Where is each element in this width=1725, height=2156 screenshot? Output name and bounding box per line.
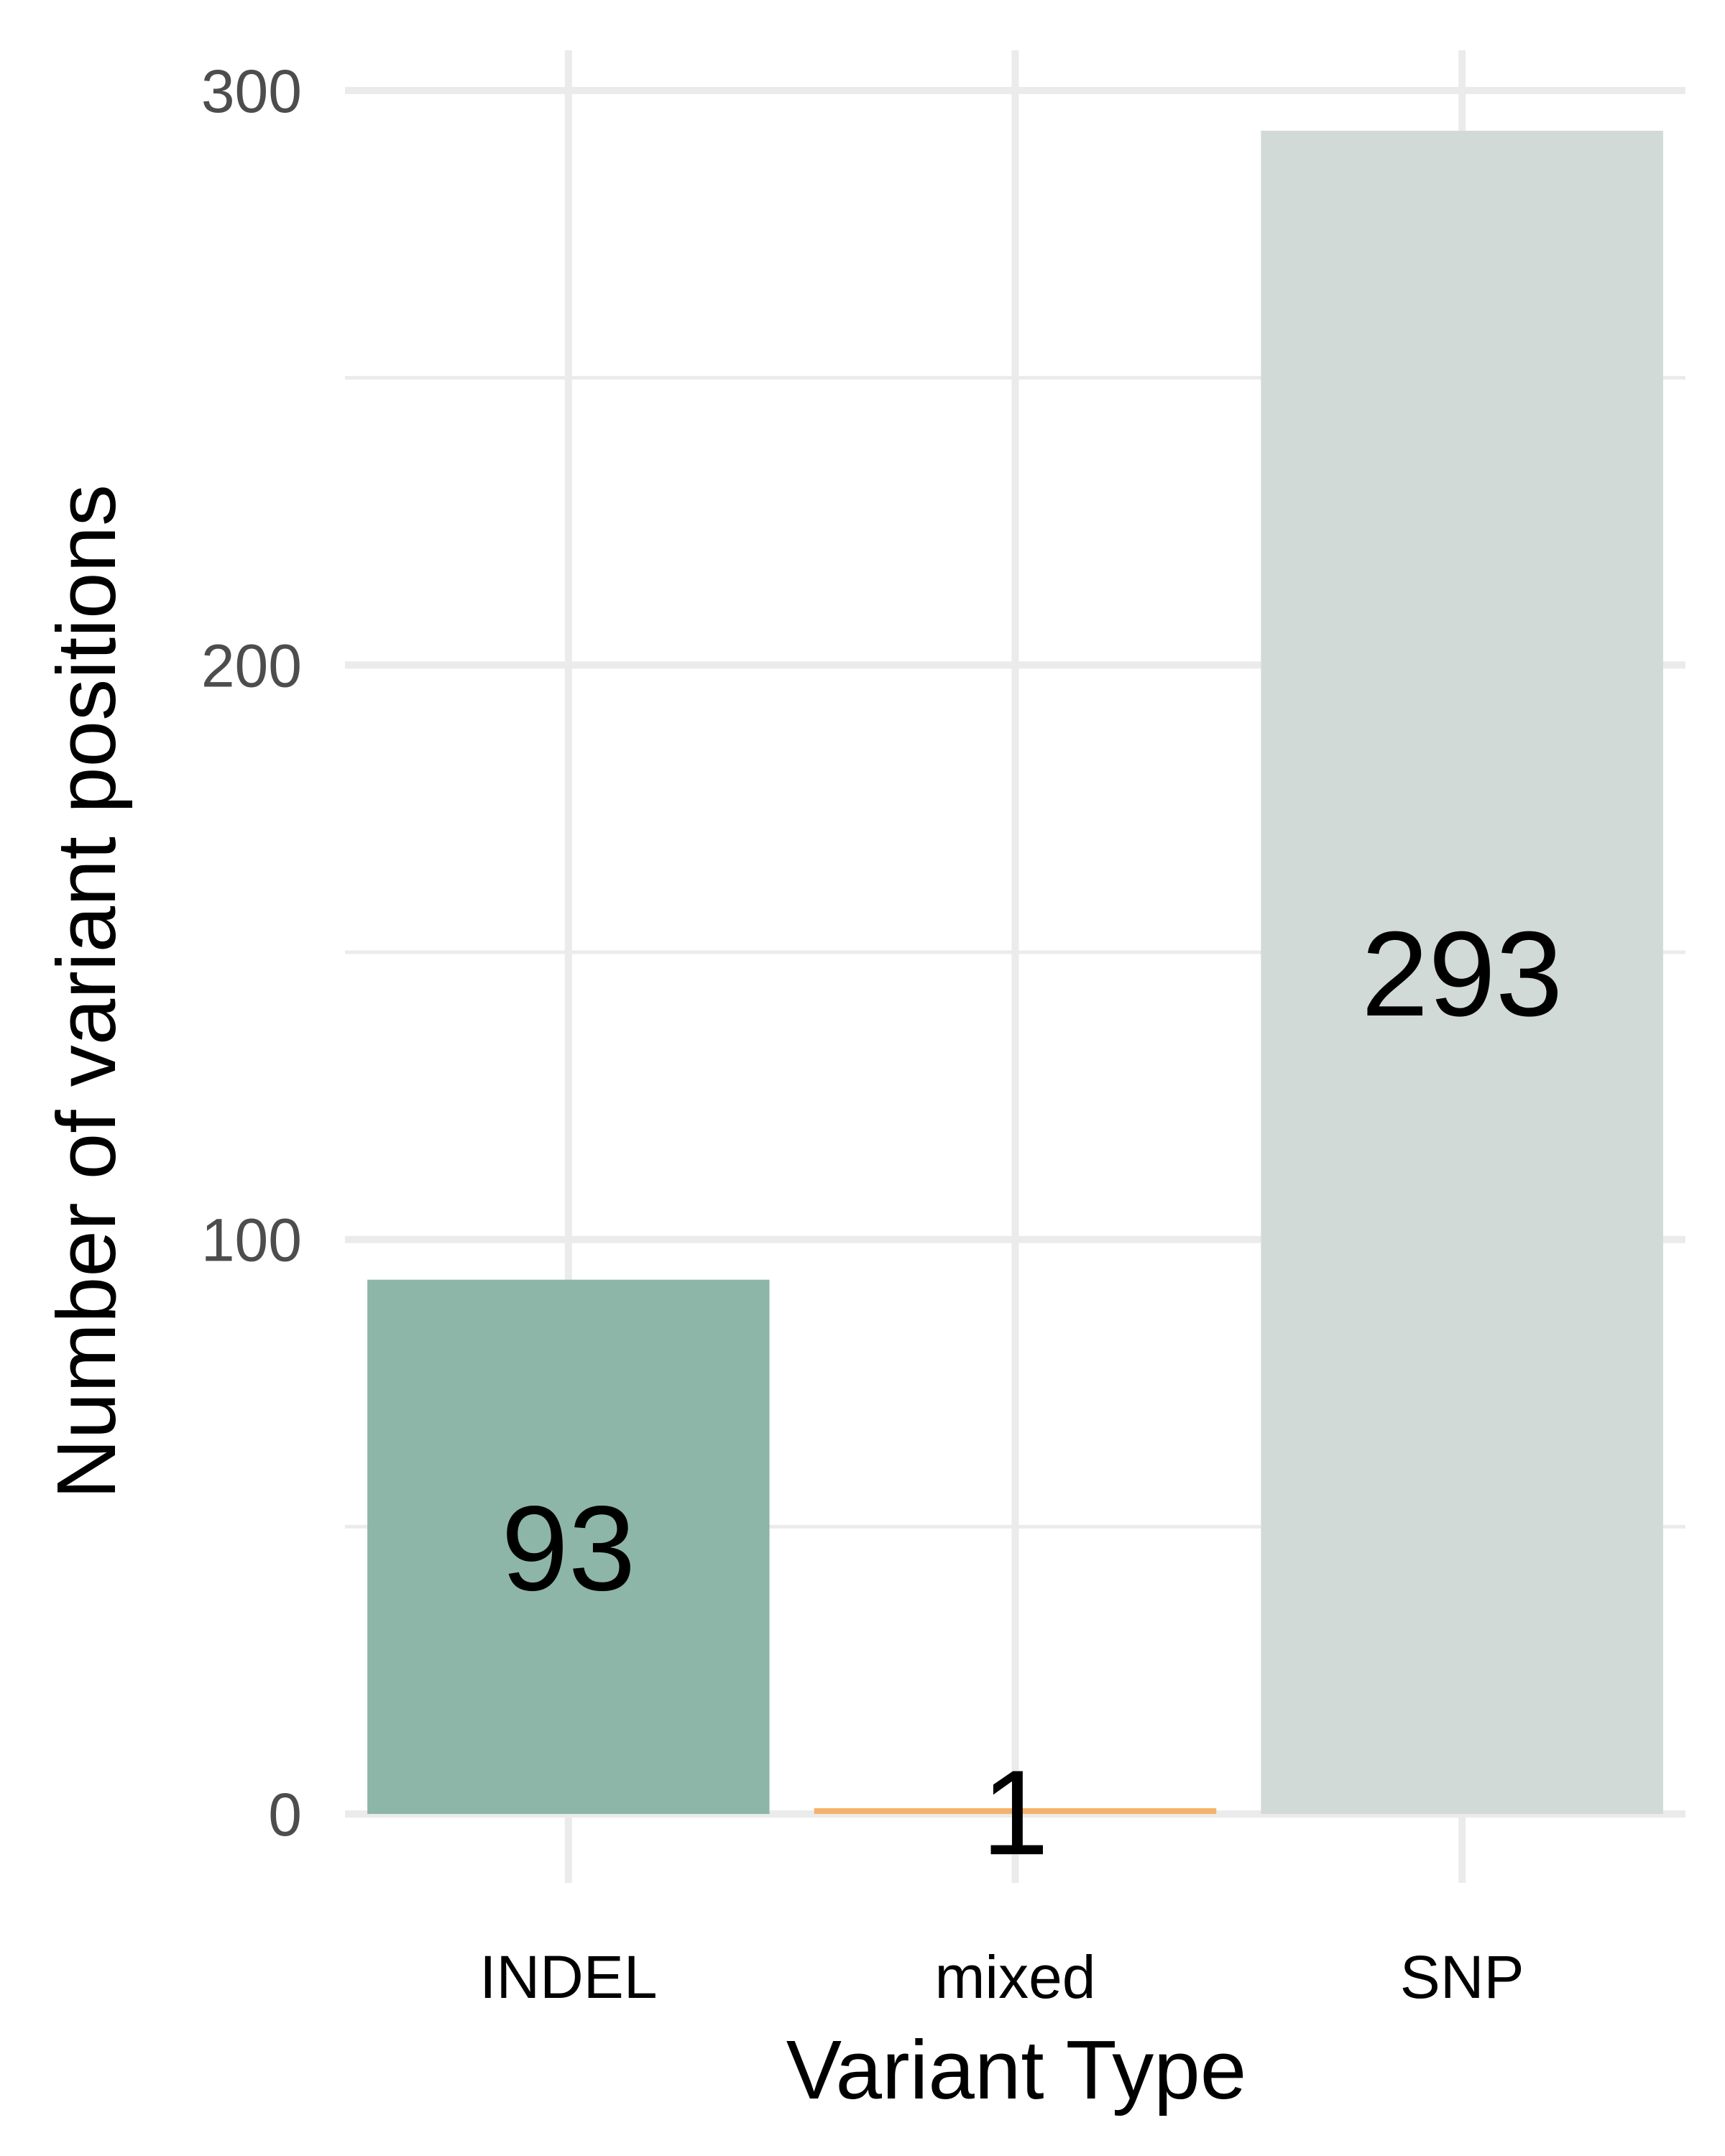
data-label-mixed: 1 <box>982 1745 1049 1880</box>
y-tick-label-200: 200 <box>201 632 302 699</box>
data-label-snp: 293 <box>1361 906 1563 1041</box>
y-axis-ticks: 0 100 200 300 <box>201 57 302 1848</box>
bar-snp <box>1261 130 1663 1815</box>
y-tick-label-100: 100 <box>201 1207 302 1274</box>
y-tick-label-300: 300 <box>201 57 302 125</box>
data-label-indel: 93 <box>501 1480 635 1616</box>
bar-indel <box>367 1279 770 1815</box>
x-axis-ticks: INDEL mixed SNP <box>479 1943 1524 2011</box>
x-tick-label-snp: SNP <box>1400 1943 1524 2011</box>
x-tick-label-mixed: mixed <box>934 1943 1095 2011</box>
y-tick-label-0: 0 <box>268 1781 302 1848</box>
bar-mixed <box>814 1808 1217 1815</box>
x-tick-label-indel: INDEL <box>479 1943 657 2011</box>
y-axis-title: Number of variant positions <box>40 484 133 1499</box>
data-labels: 93 1 293 <box>501 906 1563 1880</box>
bars <box>367 130 1663 1815</box>
x-axis-title: Variant Type <box>786 2023 1247 2116</box>
